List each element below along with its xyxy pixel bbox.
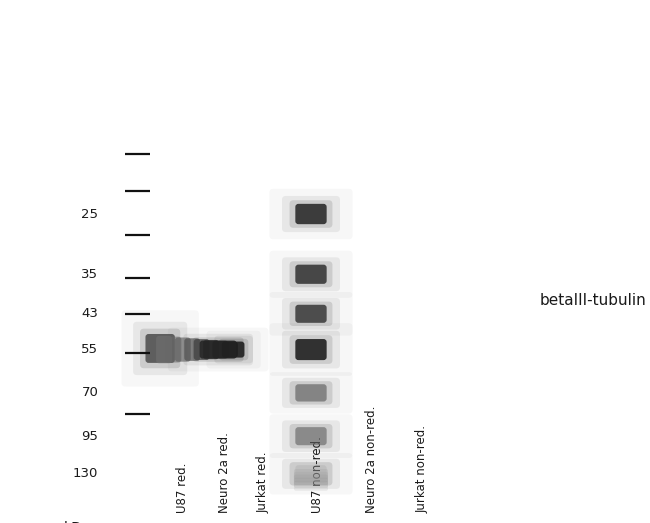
Text: Jurkat red.: Jurkat red. xyxy=(257,452,270,514)
Text: 70: 70 xyxy=(81,386,98,400)
FancyBboxPatch shape xyxy=(289,335,332,364)
FancyBboxPatch shape xyxy=(294,477,328,488)
Text: 95: 95 xyxy=(81,430,98,442)
FancyBboxPatch shape xyxy=(200,340,237,359)
FancyBboxPatch shape xyxy=(156,336,172,363)
FancyBboxPatch shape xyxy=(295,465,327,483)
FancyBboxPatch shape xyxy=(213,341,228,358)
FancyBboxPatch shape xyxy=(295,339,327,360)
Text: 25: 25 xyxy=(81,208,98,221)
FancyBboxPatch shape xyxy=(194,339,209,360)
FancyBboxPatch shape xyxy=(219,339,248,360)
FancyBboxPatch shape xyxy=(282,257,340,291)
FancyBboxPatch shape xyxy=(289,262,332,287)
FancyBboxPatch shape xyxy=(289,462,332,485)
Text: betaIII-tubulin: betaIII-tubulin xyxy=(540,293,646,308)
FancyBboxPatch shape xyxy=(289,302,332,326)
FancyBboxPatch shape xyxy=(140,328,180,368)
FancyBboxPatch shape xyxy=(203,340,219,359)
Text: U87 non-red.: U87 non-red. xyxy=(311,437,324,514)
FancyBboxPatch shape xyxy=(295,265,327,284)
FancyBboxPatch shape xyxy=(294,469,328,480)
FancyBboxPatch shape xyxy=(294,474,328,485)
Text: 35: 35 xyxy=(81,268,98,281)
Text: 55: 55 xyxy=(81,343,98,356)
FancyBboxPatch shape xyxy=(289,424,332,448)
FancyBboxPatch shape xyxy=(222,342,238,358)
FancyBboxPatch shape xyxy=(295,204,327,224)
Text: Neuro 2a red.: Neuro 2a red. xyxy=(218,433,231,514)
FancyBboxPatch shape xyxy=(294,472,328,482)
FancyBboxPatch shape xyxy=(282,378,340,408)
FancyBboxPatch shape xyxy=(295,305,327,323)
FancyBboxPatch shape xyxy=(166,337,181,362)
FancyBboxPatch shape xyxy=(282,420,340,452)
FancyBboxPatch shape xyxy=(295,384,327,402)
FancyBboxPatch shape xyxy=(175,337,190,362)
FancyBboxPatch shape xyxy=(185,338,200,361)
FancyBboxPatch shape xyxy=(146,334,175,363)
Text: 43: 43 xyxy=(81,308,98,320)
Text: Neuro 2a non-red.: Neuro 2a non-red. xyxy=(365,406,378,514)
FancyBboxPatch shape xyxy=(295,427,327,445)
FancyBboxPatch shape xyxy=(214,336,253,363)
FancyBboxPatch shape xyxy=(282,459,340,489)
FancyBboxPatch shape xyxy=(282,196,340,232)
Text: Jurkat non-red.: Jurkat non-red. xyxy=(415,425,428,514)
FancyBboxPatch shape xyxy=(183,334,253,366)
FancyBboxPatch shape xyxy=(282,298,340,329)
FancyBboxPatch shape xyxy=(133,322,187,375)
FancyBboxPatch shape xyxy=(192,337,244,362)
FancyBboxPatch shape xyxy=(289,200,332,228)
Text: U87 red.: U87 red. xyxy=(176,463,188,514)
FancyBboxPatch shape xyxy=(294,480,328,491)
FancyBboxPatch shape xyxy=(282,331,340,368)
Text: 130: 130 xyxy=(73,468,98,480)
Text: kDa: kDa xyxy=(64,521,91,523)
FancyBboxPatch shape xyxy=(289,381,332,405)
FancyBboxPatch shape xyxy=(223,342,244,358)
